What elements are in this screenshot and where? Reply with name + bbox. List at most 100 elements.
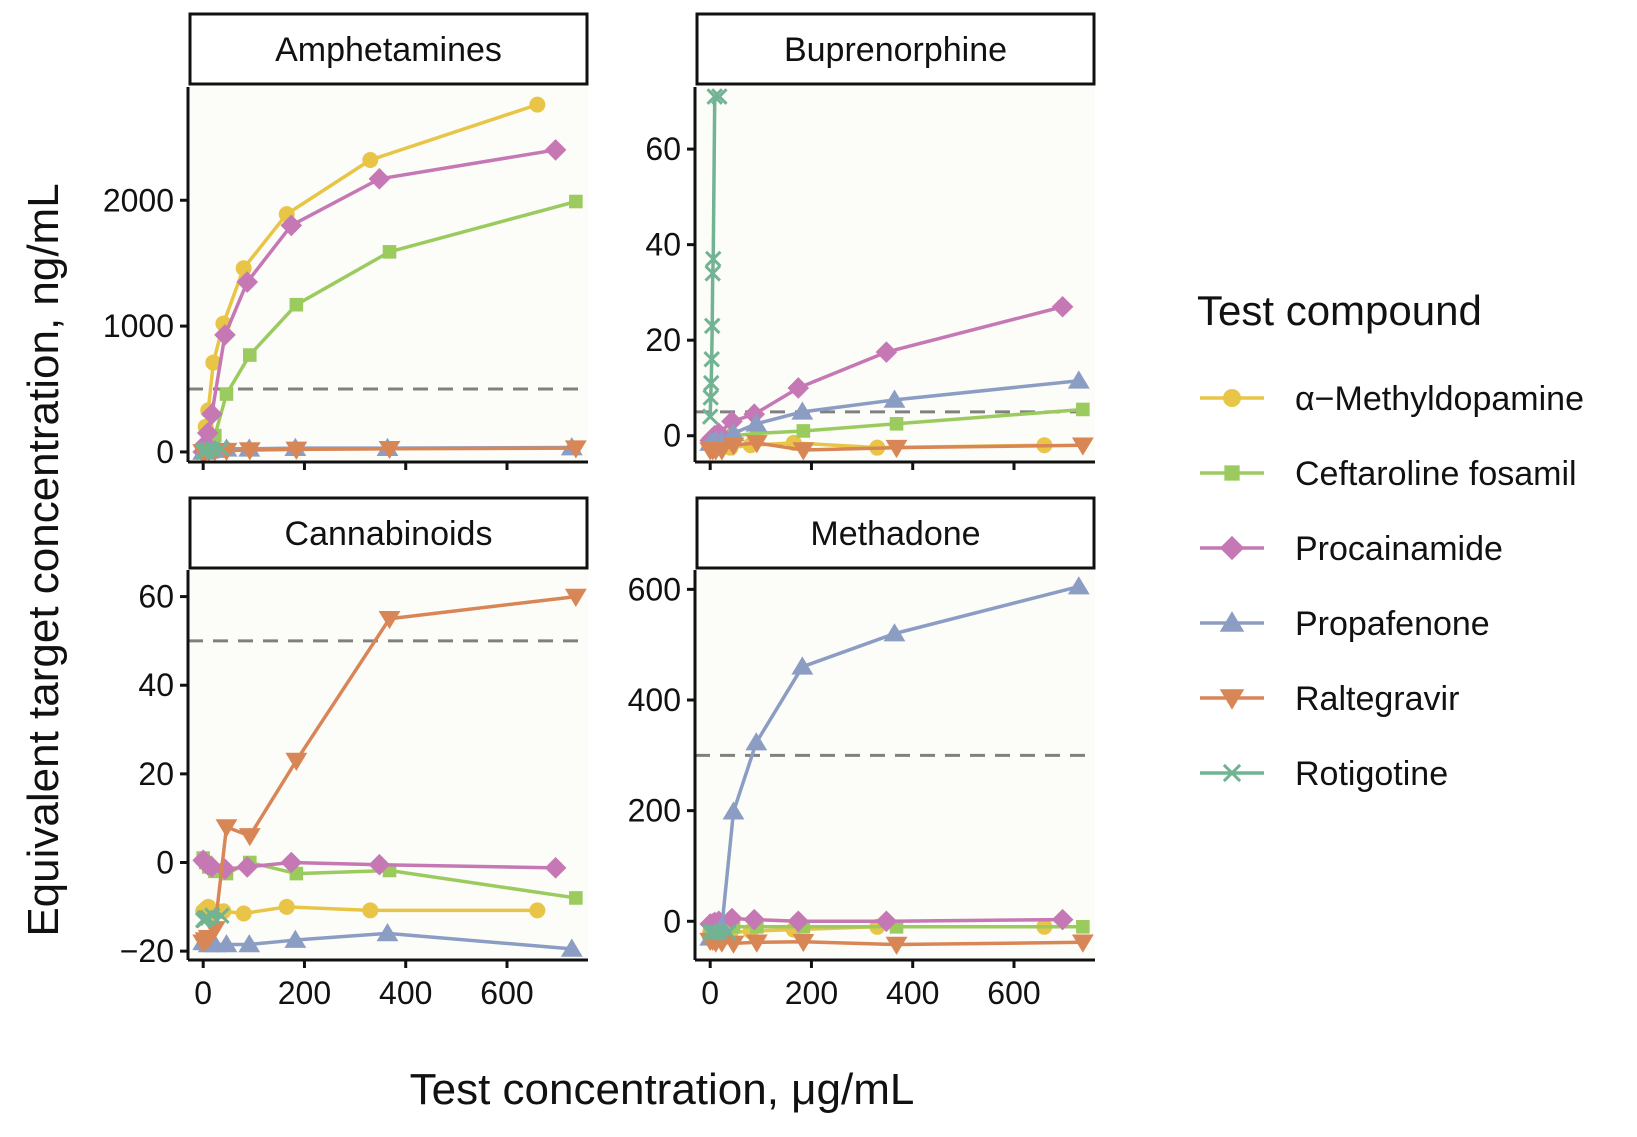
data-point: [284, 929, 307, 948]
legend: Test compound α−Methyldopamine Ceftarolin…: [1197, 287, 1584, 793]
panel-amphetamines: Amphetamines 0 1000 2000: [103, 12, 589, 470]
data-point: [285, 752, 308, 771]
facet-strip: Cannabinoids: [188, 496, 589, 570]
legend-key-marker: [1224, 465, 1240, 481]
x-tick-label: 200: [278, 975, 331, 1011]
legend-label: α−Methyldopamine: [1295, 380, 1584, 418]
data-point: [1067, 576, 1090, 595]
data-point: [280, 851, 303, 874]
data-point: [238, 934, 261, 953]
series-triangle-down: [192, 588, 587, 953]
data-point: [791, 656, 814, 675]
data-point: [544, 139, 567, 161]
x-tick-label: 400: [379, 975, 432, 1011]
data-point: [702, 374, 720, 392]
data-point: [745, 732, 768, 751]
series-diamond: [192, 849, 567, 880]
data-point: [280, 214, 303, 237]
data-point: [1051, 295, 1074, 318]
legend-key-marker: [1222, 763, 1242, 783]
series-x: [194, 907, 230, 929]
data-point: [721, 907, 743, 930]
plot-area: [188, 570, 588, 960]
data-point: [560, 938, 583, 957]
data-point: [362, 902, 379, 919]
y-tick-label: 0: [663, 418, 681, 454]
data-point: [745, 934, 768, 953]
data-point: [213, 440, 230, 458]
data-point: [242, 348, 257, 362]
series-x: [194, 440, 230, 461]
data-point: [200, 403, 223, 425]
data-point: [745, 413, 768, 432]
data-point: [569, 194, 583, 209]
data-point: [1067, 370, 1090, 389]
data-point: [722, 437, 745, 456]
data-point: [1071, 934, 1094, 953]
data-point: [378, 610, 401, 630]
data-point: [706, 924, 724, 941]
data-point: [787, 910, 810, 933]
y-tick-label: 400: [628, 682, 681, 718]
data-point: [722, 422, 745, 442]
data-point: [196, 422, 219, 444]
data-point: [722, 801, 745, 820]
facet-title: Methadone: [810, 515, 980, 553]
legend-item: Propafenone: [1200, 605, 1490, 643]
data-point: [889, 416, 904, 431]
data-point: [289, 297, 304, 312]
data-point: [215, 934, 238, 953]
y-tick-label: −20: [120, 933, 174, 969]
data-point: [564, 588, 587, 607]
x-tick-label: 400: [886, 975, 939, 1011]
legend-label: Procainamide: [1295, 530, 1503, 568]
y-tick-label: 40: [138, 667, 174, 703]
facet-strip: Buprenorphine: [695, 12, 1096, 86]
y-tick-label: 60: [138, 579, 174, 615]
data-point: [382, 245, 397, 259]
facet-strip-box: [695, 496, 1096, 570]
data-point: [544, 857, 567, 879]
legend-label: Raltegravir: [1295, 680, 1459, 718]
facet-strip-box: [695, 12, 1096, 86]
data-point: [710, 442, 733, 461]
y-tick-label: 600: [628, 571, 681, 607]
data-point: [791, 401, 814, 420]
legend-items: α−Methyldopamine Ceftaroline fosamil Proca…: [1200, 380, 1584, 793]
legend-key-marker: [1219, 689, 1245, 710]
data-point: [569, 891, 583, 905]
legend-item: Ceftaroline fosamil: [1200, 455, 1577, 493]
legend-item: Raltegravir: [1200, 680, 1459, 718]
data-point: [703, 351, 720, 368]
data-point: [883, 389, 906, 408]
data-point: [707, 422, 730, 445]
x-tick-label: 600: [480, 975, 533, 1011]
y-tick-label: 0: [663, 903, 681, 939]
data-point: [529, 96, 546, 113]
data-point: [199, 441, 217, 459]
y-tick-label: 0: [156, 845, 174, 881]
data-point: [1051, 908, 1074, 931]
data-point: [701, 408, 719, 425]
facet-title: Amphetamines: [275, 31, 502, 69]
data-point: [285, 441, 308, 460]
data-point: [1076, 402, 1090, 417]
legend-item: α−Methyldopamine: [1200, 380, 1584, 418]
y-tick-label: 0: [156, 434, 174, 470]
data-point: [745, 435, 768, 454]
data-point: [703, 924, 721, 941]
data-point: [721, 410, 743, 433]
x-tick-label: 600: [987, 975, 1040, 1011]
data-point: [213, 907, 230, 924]
chart-panels: Amphetamines010002000Buprenorphine020406…: [103, 12, 1096, 1011]
data-point: [236, 271, 259, 293]
y-tick-label: 1000: [103, 308, 174, 344]
data-point: [200, 856, 223, 878]
data-point: [199, 909, 217, 927]
series-x: [701, 88, 728, 425]
series-triangle-down: [699, 435, 1094, 461]
panel-buprenorphine: Buprenorphine 0 20 40 60: [645, 12, 1096, 470]
data-point: [883, 623, 906, 642]
